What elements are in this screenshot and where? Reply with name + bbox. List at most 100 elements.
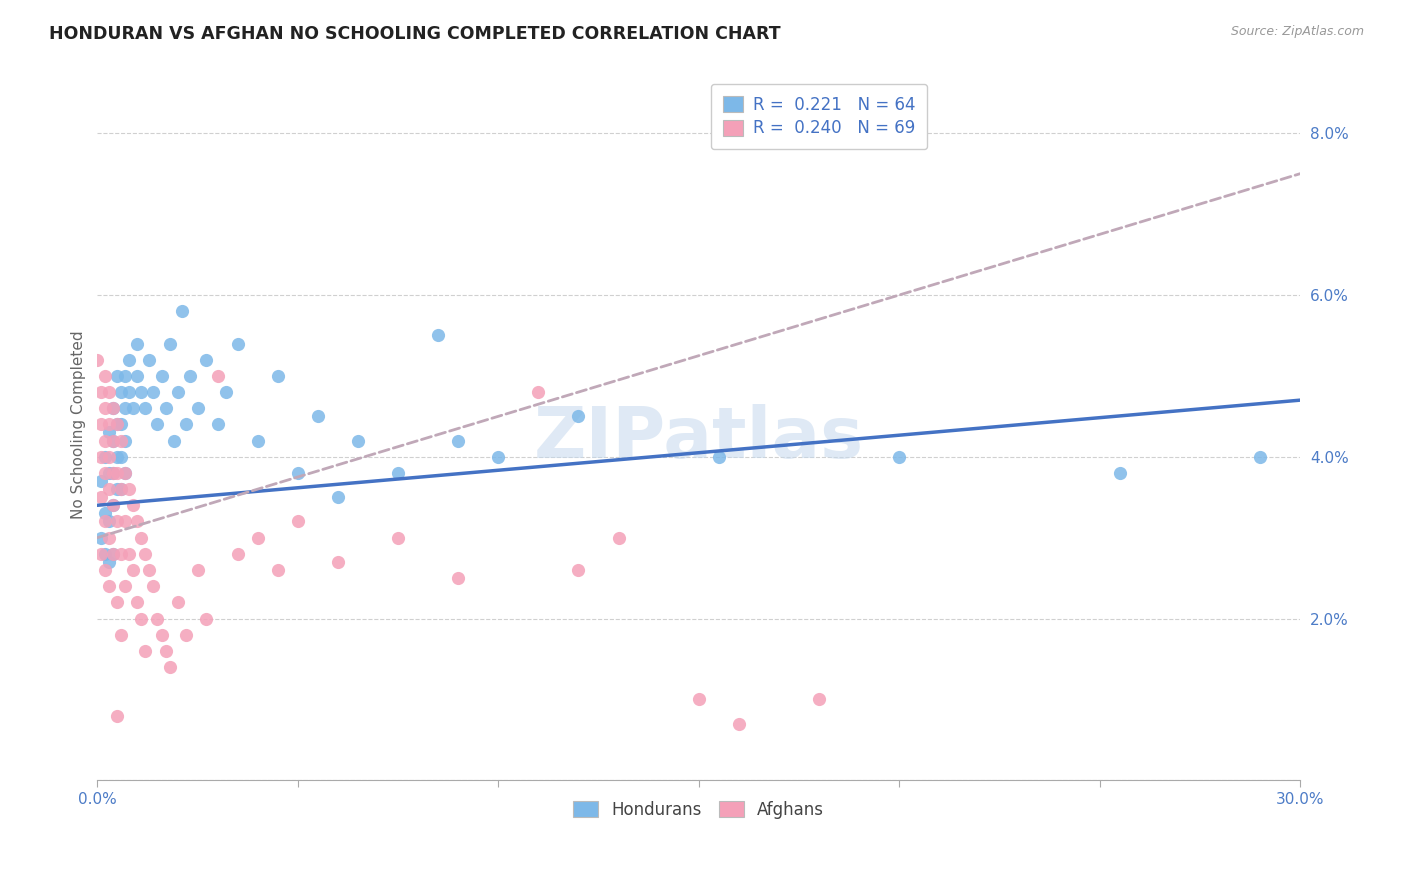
Point [527,385,550,400]
Point [187,563,209,577]
Point [174,417,197,432]
Point [90,547,112,561]
Point [98,531,121,545]
Point [267,563,290,577]
Point [94,547,117,561]
Point [159,660,181,674]
Point [707,450,730,464]
Point [110,450,132,464]
Point [105,417,128,432]
Point [127,595,149,609]
Point [114,466,136,480]
Point [110,385,132,400]
Point [103,466,125,480]
Point [287,515,309,529]
Point [607,531,630,545]
Point [118,482,141,496]
Point [1108,466,1130,480]
Point [98,515,121,529]
Point [114,368,136,383]
Point [287,466,309,480]
Point [134,644,156,658]
Point [98,425,121,440]
Point [447,571,470,585]
Point [110,482,132,496]
Point [387,466,409,480]
Point [142,385,165,400]
Point [98,450,121,464]
Point [114,466,136,480]
Point [567,409,589,424]
Point [155,644,177,658]
Point [246,434,269,448]
Point [134,547,156,561]
Point [90,450,112,464]
Point [166,385,188,400]
Point [105,450,128,464]
Legend: Hondurans, Afghans: Hondurans, Afghans [567,794,831,825]
Point [103,434,125,448]
Point [142,579,165,593]
Point [146,611,169,625]
Point [98,417,121,432]
Point [98,385,121,400]
Point [387,531,409,545]
Point [105,482,128,496]
Point [162,434,184,448]
Point [138,563,160,577]
Point [889,450,911,464]
Point [150,368,173,383]
Point [110,547,132,561]
Point [98,466,121,480]
Point [118,385,141,400]
Point [114,579,136,593]
Point [226,547,249,561]
Point [194,611,217,625]
Point [127,515,149,529]
Point [105,368,128,383]
Point [94,466,117,480]
Point [138,352,160,367]
Point [110,417,132,432]
Point [159,336,181,351]
Point [688,692,710,706]
Point [103,547,125,561]
Point [134,401,156,416]
Point [174,628,197,642]
Point [427,328,450,343]
Point [214,385,236,400]
Y-axis label: No Schooling Completed: No Schooling Completed [72,330,86,519]
Point [105,515,128,529]
Point [486,450,509,464]
Point [347,434,370,448]
Point [98,555,121,569]
Point [103,466,125,480]
Point [131,385,153,400]
Point [114,434,136,448]
Point [98,579,121,593]
Point [166,595,188,609]
Point [105,466,128,480]
Point [127,336,149,351]
Point [94,401,117,416]
Point [90,417,112,432]
Point [114,515,136,529]
Point [103,498,125,512]
Point [110,434,132,448]
Point [122,401,145,416]
Point [131,611,153,625]
Point [728,716,751,731]
Point [105,595,128,609]
Point [105,417,128,432]
Point [127,368,149,383]
Point [94,368,117,383]
Point [103,498,125,512]
Point [94,507,117,521]
Point [105,708,128,723]
Point [1249,450,1271,464]
Point [326,555,349,569]
Point [146,417,169,432]
Point [207,417,229,432]
Point [808,692,831,706]
Text: ZIPatlas: ZIPatlas [534,404,863,473]
